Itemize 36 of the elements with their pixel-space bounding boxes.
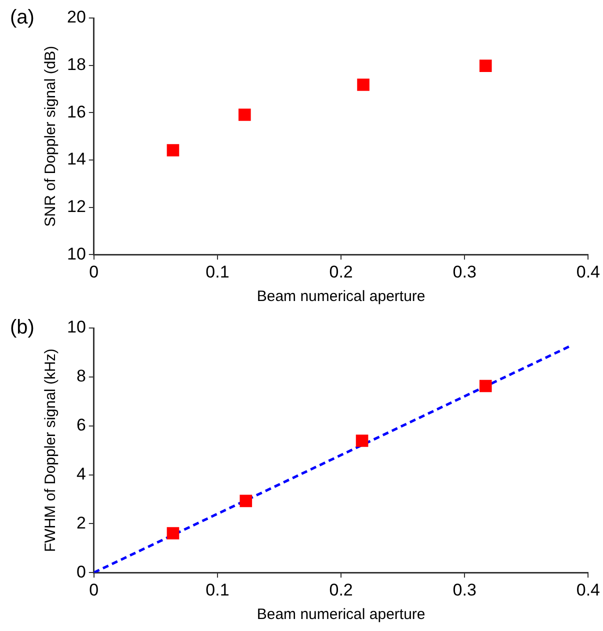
point — [479, 60, 492, 72]
y-tick-label: 10 — [66, 318, 86, 337]
x-tick-label: 0.2 — [329, 580, 353, 600]
point — [479, 380, 492, 392]
y-tick-label: 16 — [66, 102, 86, 122]
x-tick-label: 0 — [89, 580, 99, 600]
point — [166, 144, 180, 156]
x-tick-label: 0.2 — [329, 262, 353, 282]
x-tick-label: 0.4 — [576, 580, 600, 600]
x-tick-label: 0.3 — [452, 580, 476, 600]
x-tick-label: 0.1 — [206, 580, 230, 600]
y-tick-label: 10 — [66, 244, 86, 264]
text: (b) — [10, 316, 34, 339]
point — [240, 494, 252, 508]
x-tick-label: 0 — [89, 262, 99, 282]
y-tick-label: 0 — [76, 562, 86, 582]
point — [238, 108, 251, 121]
point — [357, 78, 370, 91]
y-axis-title: SNR of Doppler signal (dB) — [42, 46, 60, 227]
x-tick-label: 0.3 — [452, 262, 476, 282]
x-axis-title: Beam numerical aperture — [256, 288, 426, 306]
point — [356, 434, 368, 447]
y-tick-label: 12 — [66, 196, 86, 216]
x-tick-label: 0.4 — [576, 262, 600, 282]
text: (a) — [10, 6, 34, 29]
y-tick-label: 14 — [66, 150, 86, 169]
y-axis-title: FWHM of Doppler signal (kHz) — [42, 348, 60, 552]
point — [166, 527, 180, 540]
x-axis-title: Beam numerical aperture — [256, 606, 426, 624]
y-tick-label: 6 — [76, 416, 86, 435]
y-tick-label: 2 — [76, 513, 86, 532]
y-tick-label: 8 — [76, 366, 86, 386]
x-tick-label: 0.1 — [206, 262, 230, 282]
y-tick-label: 18 — [66, 55, 86, 74]
y-tick-label: 4 — [76, 464, 86, 484]
y-tick-label: 20 — [66, 8, 86, 27]
